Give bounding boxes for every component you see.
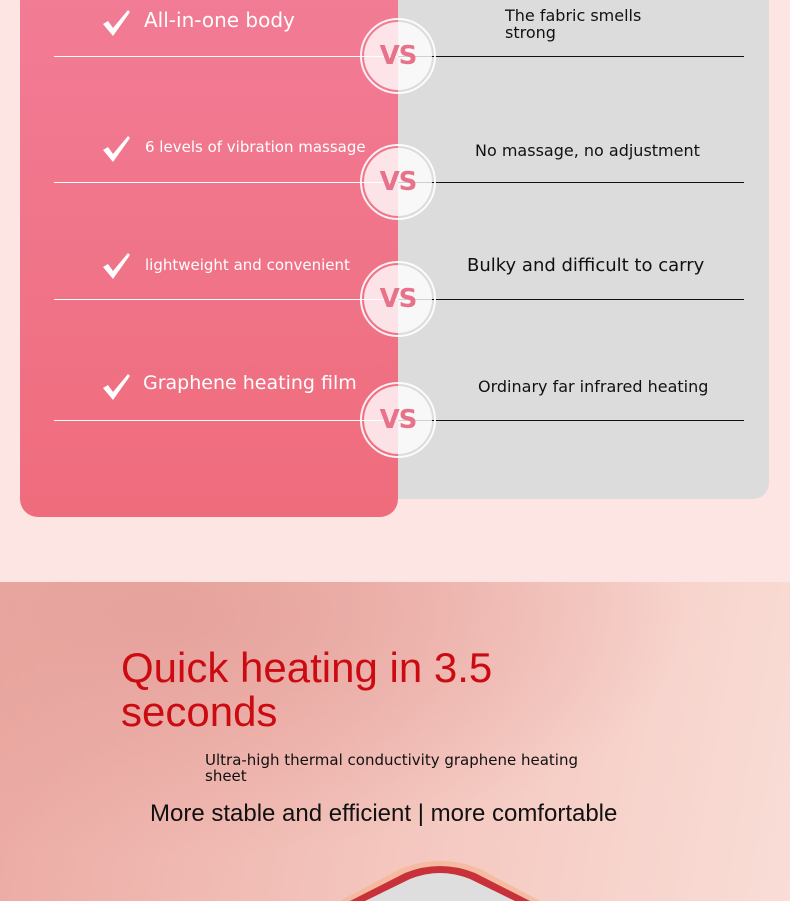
checkmark-icon [103,374,130,400]
our-feature: 6 levels of vibration massage [145,138,366,156]
checkmark-icon [103,10,130,36]
vs-label: VS [364,148,432,216]
vs-badge: VS [360,382,436,458]
our-feature: Graphene heating film [143,372,357,394]
competitor-feature: Ordinary far infrared heating [478,377,709,396]
row-divider-left [54,420,398,421]
row-divider-right [398,420,744,421]
feature-section [0,582,790,901]
our-feature: All-in-one body [144,8,295,32]
feature-subtitle: Ultra-high thermal conductivity graphene… [205,751,579,785]
row-divider-left [54,299,398,300]
row-divider-left [54,56,398,57]
competitor-feature: Bulky and difficult to carry [467,255,705,276]
row-divider-right [398,56,744,57]
our-product-panel [20,0,398,517]
vs-label: VS [364,22,432,90]
vs-badge: VS [360,18,436,94]
vs-badge: VS [360,261,436,337]
row-divider-right [398,182,744,183]
our-feature: lightweight and convenient [145,256,350,274]
competitor-feature: The fabric smells strong [505,6,642,42]
vs-label: VS [364,386,432,454]
checkmark-icon [103,136,130,162]
feature-title: Quick heating in 3.5 seconds [121,644,493,735]
competitor-panel [398,0,769,499]
feature-tagline: More stable and efficient | more comfort… [150,800,618,827]
vs-badge: VS [360,144,436,220]
heating-pad-image [340,861,540,901]
checkmark-icon [103,253,130,279]
competitor-feature: No massage, no adjustment [475,141,700,160]
row-divider-left [54,182,398,183]
vs-label: VS [364,265,432,333]
row-divider-right [398,299,744,300]
